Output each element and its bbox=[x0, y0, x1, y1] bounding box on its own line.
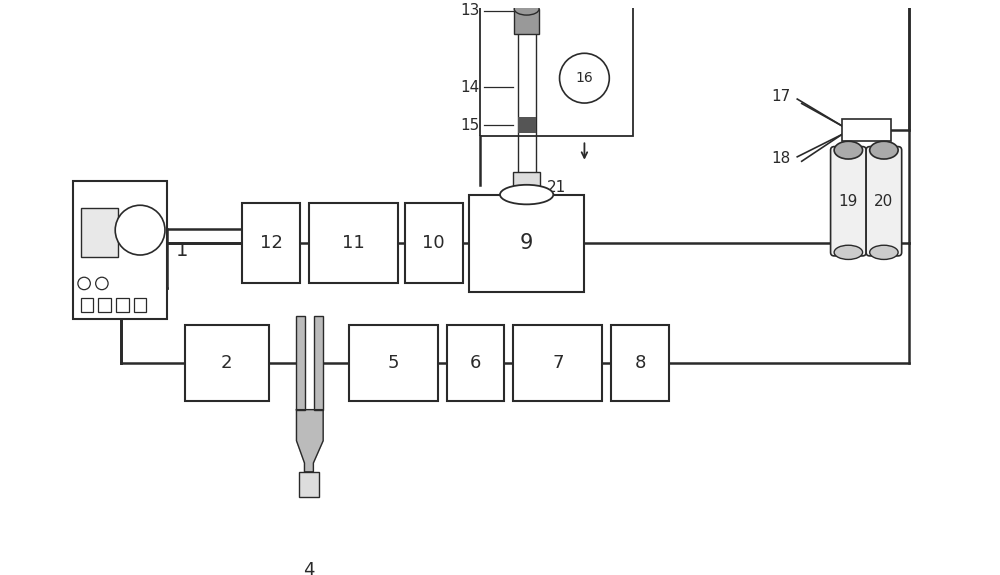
Bar bbox=[447, 325, 504, 401]
FancyBboxPatch shape bbox=[866, 147, 902, 256]
Text: 8: 8 bbox=[634, 354, 646, 372]
Text: 17: 17 bbox=[771, 89, 790, 104]
Bar bbox=[469, 194, 584, 292]
Circle shape bbox=[560, 53, 609, 103]
Text: 5: 5 bbox=[388, 354, 399, 372]
Ellipse shape bbox=[514, 3, 539, 15]
Text: 10: 10 bbox=[422, 235, 445, 252]
Bar bbox=[518, 117, 536, 133]
Bar bbox=[299, 472, 319, 497]
Text: 4: 4 bbox=[303, 561, 315, 575]
Bar bbox=[842, 119, 891, 141]
Bar bbox=[513, 325, 602, 401]
Bar bbox=[98, 298, 111, 312]
Text: 16: 16 bbox=[576, 71, 593, 85]
Text: 9: 9 bbox=[520, 233, 533, 254]
FancyBboxPatch shape bbox=[831, 147, 866, 256]
Bar bbox=[405, 204, 463, 283]
Text: 19: 19 bbox=[839, 194, 858, 209]
Text: 18: 18 bbox=[771, 151, 790, 166]
Text: 2: 2 bbox=[221, 354, 232, 372]
Text: 3: 3 bbox=[313, 343, 323, 359]
Text: 14: 14 bbox=[460, 79, 480, 94]
Ellipse shape bbox=[834, 141, 863, 159]
Bar bbox=[480, 0, 633, 136]
Ellipse shape bbox=[870, 141, 898, 159]
Bar bbox=[513, 172, 540, 199]
Text: 1: 1 bbox=[176, 240, 188, 260]
Bar bbox=[514, 9, 539, 34]
Bar bbox=[309, 204, 398, 283]
Text: 11: 11 bbox=[342, 235, 365, 252]
Bar bbox=[116, 298, 129, 312]
Bar bbox=[518, 29, 536, 185]
Text: 6: 6 bbox=[470, 354, 481, 372]
Bar bbox=[134, 298, 146, 312]
Bar bbox=[611, 325, 669, 401]
Bar bbox=[242, 204, 300, 283]
Circle shape bbox=[78, 277, 90, 290]
Bar bbox=[185, 325, 269, 401]
Bar bbox=[73, 181, 167, 319]
Bar bbox=[276, 541, 342, 575]
Ellipse shape bbox=[870, 246, 898, 259]
Text: 12: 12 bbox=[260, 235, 283, 252]
Circle shape bbox=[115, 205, 165, 255]
Text: 7: 7 bbox=[552, 354, 564, 372]
Ellipse shape bbox=[500, 185, 553, 204]
Text: 20: 20 bbox=[874, 194, 894, 209]
Text: 15: 15 bbox=[460, 118, 480, 133]
Text: 13: 13 bbox=[460, 3, 480, 18]
Bar bbox=[81, 298, 93, 312]
Text: 21: 21 bbox=[547, 180, 566, 195]
Circle shape bbox=[96, 277, 108, 290]
Bar bbox=[314, 316, 323, 409]
Bar bbox=[296, 316, 305, 409]
Ellipse shape bbox=[834, 246, 863, 259]
Polygon shape bbox=[296, 409, 323, 472]
Bar bbox=[349, 325, 438, 401]
Bar bbox=[81, 208, 118, 257]
